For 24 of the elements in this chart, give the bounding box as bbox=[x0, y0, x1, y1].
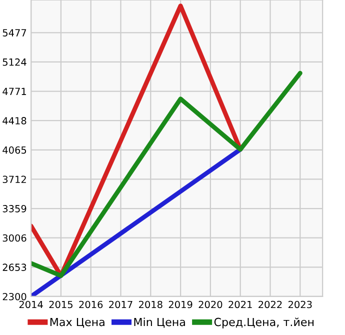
x-tick-label: 2019 bbox=[168, 300, 192, 308]
legend-label: Max Цена bbox=[50, 318, 104, 328]
y-tick-label: 3359 bbox=[2, 205, 26, 212]
y-tick-label: 4418 bbox=[2, 117, 26, 124]
legend-label: Сред.Цена, т.йен bbox=[214, 318, 314, 328]
y-tick-label: 5124 bbox=[2, 58, 26, 66]
y-tick-label: 4771 bbox=[2, 88, 26, 95]
y-tick-label: 2653 bbox=[2, 264, 26, 271]
y-tick-label: 4065 bbox=[2, 146, 26, 154]
x-tick-label: 2014 bbox=[19, 300, 43, 308]
y-tick-label: 2300 bbox=[2, 292, 26, 300]
y-tick-label: 3712 bbox=[2, 176, 26, 184]
x-tick-label: 2015 bbox=[49, 300, 72, 308]
x-tick-label: 2021 bbox=[228, 300, 252, 308]
x-tick-label: 2020 bbox=[198, 300, 222, 308]
x-tick-label: 2016 bbox=[79, 300, 103, 308]
x-tick-label: 2018 bbox=[138, 300, 162, 308]
y-tick-label: 5477 bbox=[2, 29, 26, 36]
x-tick-label: 2022 bbox=[258, 300, 282, 308]
y-tick-label: 3006 bbox=[2, 234, 26, 242]
x-tick-label: 2017 bbox=[109, 300, 132, 308]
line-series bbox=[31, 70, 302, 278]
x-tick-label: 2023 bbox=[288, 300, 312, 308]
legend-label: Min Цена bbox=[134, 318, 185, 328]
